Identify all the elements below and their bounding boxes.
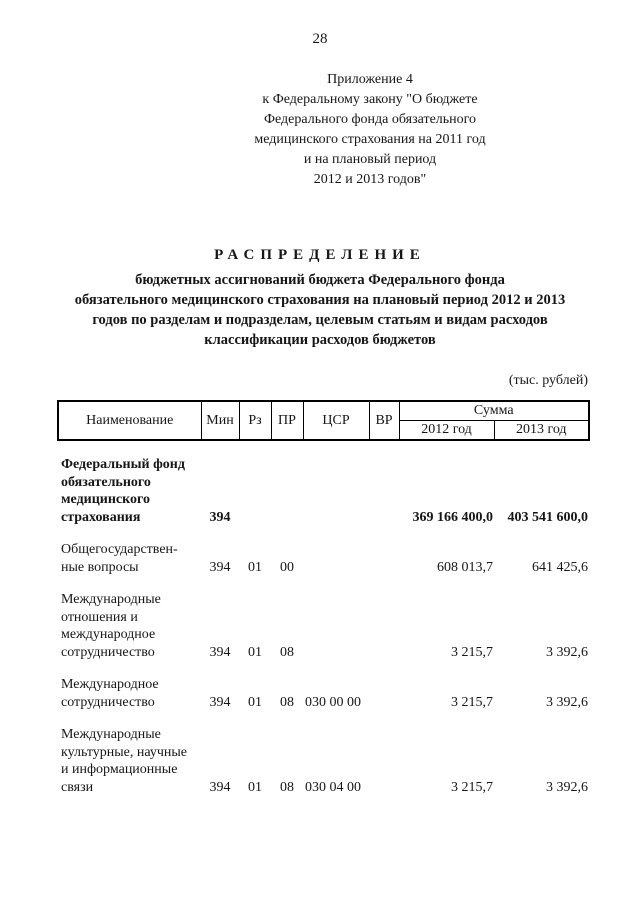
row-pr: 08 [280, 779, 294, 795]
table-header: Наименование Мин Рз ПР ЦСР ВР Сумма 2012… [57, 400, 590, 441]
row-tsr: 030 04 00 [305, 779, 361, 795]
row-rz [239, 440, 271, 526]
row-rz: 01 [248, 559, 262, 575]
row-name: Международное сотрудничество [61, 677, 159, 710]
row-rz: 01 [248, 644, 262, 660]
table-header-row-top: Наименование Мин Рз ПР ЦСР ВР Сумма [57, 400, 590, 441]
row-tsr [303, 526, 399, 576]
column-header-min: Мин [200, 400, 240, 441]
row-name: Федеральный фонд обязательного медицинск… [61, 457, 185, 525]
row-pr: 08 [280, 694, 294, 710]
row-min: 394 [209, 779, 231, 795]
row-pr [271, 440, 303, 526]
table-body: Федеральный фонд обязательного медицинск… [58, 440, 589, 796]
document-title: РАСПРЕДЕЛЕНИЕ [214, 247, 426, 263]
row-name: Международные культурные, научные и инфо… [61, 727, 188, 795]
column-header-pr: ПР [270, 400, 304, 441]
column-header-vr: ВР [368, 400, 400, 441]
row-rz: 01 [248, 779, 262, 795]
row-min: 394 [209, 509, 231, 525]
row-pr: 08 [280, 644, 294, 660]
row-rz: 01 [248, 694, 262, 710]
units-note: (тыс. рублей) [508, 373, 588, 388]
row-amount-2013: 403 541 600,0 [507, 509, 589, 525]
column-header-2012: 2012 год [398, 420, 495, 441]
column-header-rz: Рз [238, 400, 272, 441]
table-row-fund-total: Федеральный фонд обязательного медицинск… [58, 440, 589, 526]
appendix-note: Приложение 4 к Федеральному закону "О бю… [254, 72, 486, 187]
row-tsr [303, 440, 399, 526]
row-amount-2012: 3 215,7 [451, 694, 493, 710]
row-amount-2012: 369 166 400,0 [412, 509, 494, 525]
row-amount-2012: 608 013,7 [437, 559, 493, 575]
column-header-2013: 2013 год [493, 420, 590, 441]
row-pr: 00 [280, 559, 294, 575]
row-name: Общегосударствен- ные вопросы [61, 542, 178, 575]
row-amount-2013: 3 392,6 [546, 694, 588, 710]
row-min: 394 [209, 559, 231, 575]
column-header-sum: Сумма [398, 400, 590, 421]
title-block: РАСПРЕДЕЛЕНИЕ бюджетных ассигнований бюд… [40, 244, 600, 350]
column-header-tsr: ЦСР [302, 400, 370, 441]
row-min: 394 [209, 644, 231, 660]
table-row-intl-cooperation: Международное сотрудничество 394 01 08 0… [58, 661, 589, 711]
table-header-row-years: 2012 год 2013 год [58, 420, 590, 441]
row-tsr: 030 00 00 [305, 694, 361, 710]
row-amount-2012: 3 215,7 [451, 644, 493, 660]
budget-table: Наименование Мин Рз ПР ЦСР ВР Сумма 2012… [57, 400, 590, 796]
table-row-intl-relations: Международные отношения и международное … [58, 576, 589, 661]
row-name: Международные отношения и международное … [61, 592, 161, 660]
row-amount-2013: 3 392,6 [546, 779, 588, 795]
row-tsr [303, 576, 399, 661]
row-amount-2013: 3 392,6 [546, 644, 588, 660]
table-row-general-state: Общегосударствен- ные вопросы 394 01 00 … [58, 526, 589, 576]
row-min: 394 [209, 694, 231, 710]
table-row-intl-cultural-links: Международные культурные, научные и инфо… [58, 711, 589, 796]
page-number: 28 [312, 31, 328, 47]
row-amount-2012: 3 215,7 [451, 779, 493, 795]
document-subtitle: бюджетных ассигнований бюджета Федеральн… [74, 272, 566, 348]
column-header-name: Наименование [57, 400, 202, 441]
row-amount-2013: 641 425,6 [532, 559, 588, 575]
